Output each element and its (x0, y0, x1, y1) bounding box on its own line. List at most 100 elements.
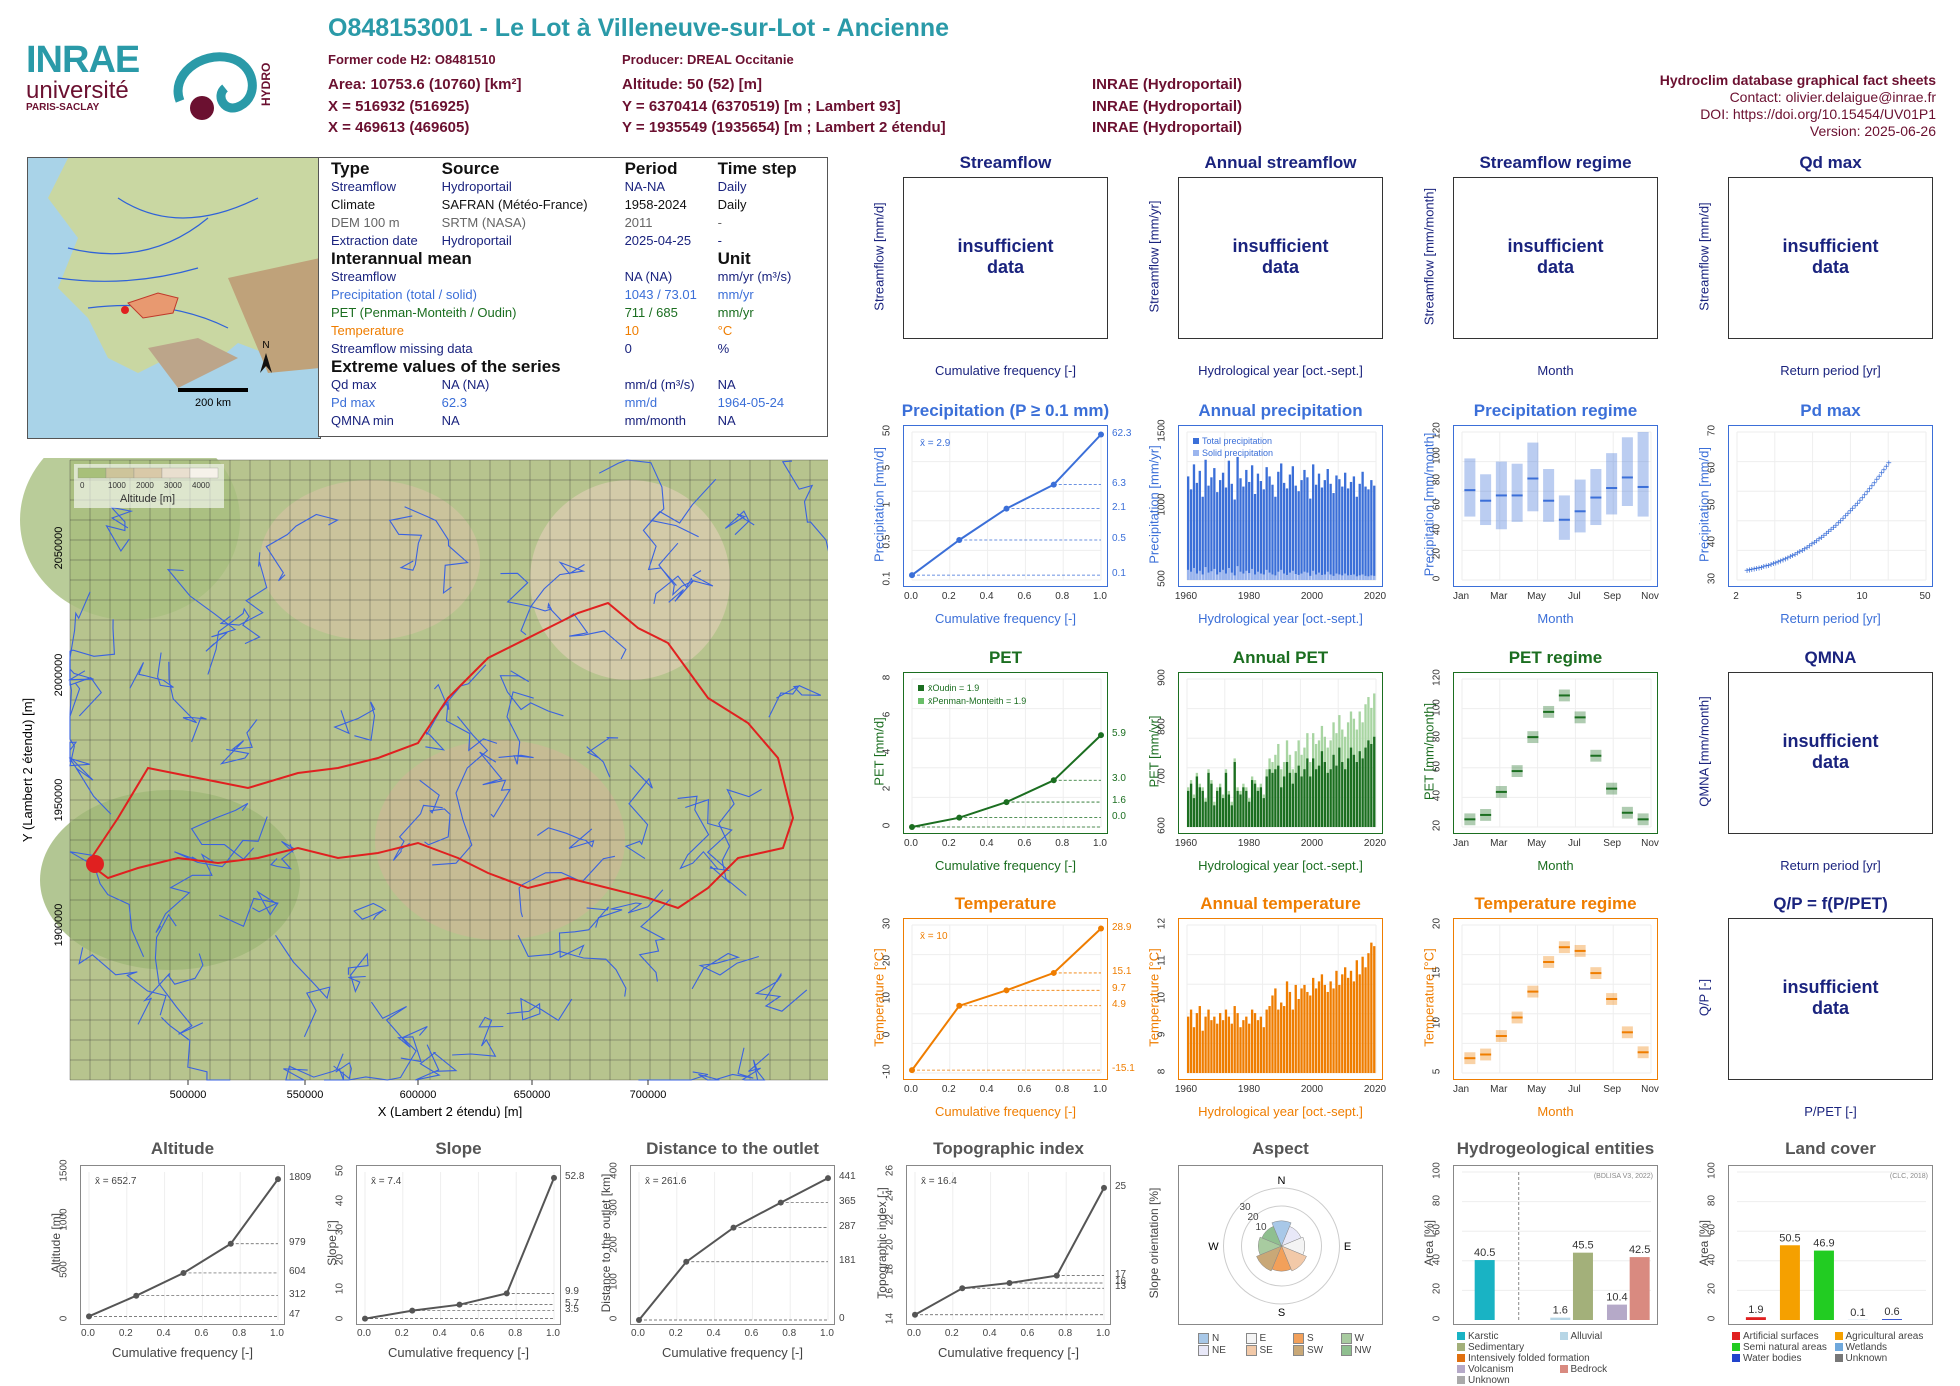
chart-plot-annual_temperature (1178, 918, 1383, 1080)
info-cell-type: Extraction date (331, 233, 418, 248)
bar (1306, 991, 1309, 1073)
basin-y-tick-label: 2000000 (53, 654, 65, 697)
bar (1309, 776, 1312, 827)
bar (1361, 471, 1364, 580)
bar (1242, 1020, 1245, 1073)
info-h-type: Type (331, 159, 370, 178)
x-tick-label: 0.0 (357, 1328, 371, 1339)
x-tick-label: 0.4 (156, 1328, 171, 1339)
y-tick-label: 0.5 (881, 534, 893, 549)
info-table-box: Type Source Period Time step Streamflow H… (318, 157, 828, 437)
legend-swatch (1834, 1332, 1843, 1341)
bar (1332, 988, 1335, 1073)
chart-plot-temperature: x̄ = 10 (903, 918, 1108, 1080)
bar (1195, 1013, 1199, 1073)
river (479, 751, 512, 818)
chart-plot-precip: x̄ = 2.9 (903, 425, 1108, 587)
chart-ylabel-q_over_p: Q/P [-] (1696, 978, 1712, 1017)
bar-solid (1271, 574, 1274, 580)
regime-box (1606, 453, 1618, 515)
y-tick-label: 70 (1706, 424, 1718, 437)
bar (1370, 743, 1373, 827)
x-tick-label: 0.0 (904, 591, 918, 602)
chart-title-temperature: Temperature (954, 894, 1057, 913)
bar (1314, 484, 1318, 580)
bar (1303, 769, 1306, 827)
bar (1306, 758, 1309, 827)
y-tick-label: 80 (1431, 1194, 1443, 1206)
insufficient-data-line: insufficient (1782, 236, 1879, 256)
bar-solid (1213, 568, 1216, 580)
chart-xlabel-slope: Cumulative frequency [-] (388, 1345, 529, 1360)
bar (1210, 477, 1213, 580)
basin-y-tick-label: 2050000 (53, 527, 65, 570)
info-h-step: Time step (717, 159, 797, 178)
bar (1224, 772, 1228, 827)
x-tick-label: May (1527, 1084, 1547, 1095)
right-tick-label: 181 (839, 1254, 856, 1266)
chart-title-precip_regime: Precipitation regime (1473, 401, 1638, 420)
chart-title-distance: Distance to the outlet (646, 1139, 819, 1158)
legend-swatch (918, 685, 924, 691)
legend-swatch (1732, 1354, 1740, 1363)
bar-value-label: 0.6 (1884, 1306, 1899, 1318)
bar-solid (1288, 572, 1292, 580)
legend-swatch (1198, 1345, 1209, 1357)
insufficient-data-line: insufficient (1507, 236, 1604, 256)
y-lambert93: Y = 6370414 (6370519) [m ; Lambert 93] (622, 98, 901, 115)
bar (1300, 776, 1303, 827)
data-point: + (1850, 504, 1856, 515)
chart-svg-temperature: x̄ = 10 (909, 924, 1104, 1074)
chart-plot-annual_streamflow (1178, 177, 1383, 339)
bar (1312, 464, 1315, 580)
data-point: + (1864, 487, 1870, 498)
bar (1320, 487, 1324, 580)
series-line (911, 927, 1102, 1071)
info-cell-source: SAFRAN (Météo-France) (441, 197, 588, 212)
aspect-legend-item: SW (1293, 1345, 1341, 1356)
right-tick-label: 3.5 (565, 1303, 579, 1315)
bar (1250, 465, 1254, 580)
altitude-legend-swatch (105, 467, 135, 479)
bar (1349, 481, 1353, 580)
river (638, 898, 671, 982)
x-tick-label: 0.0 (631, 1328, 645, 1339)
basin-x-tick-label: 650000 (514, 1089, 551, 1101)
right-tick-label: 1.6 (1112, 795, 1126, 807)
bar-solid (1317, 572, 1321, 580)
ring-tick: 20 (1248, 1212, 1260, 1223)
river (638, 1071, 709, 1081)
bar-value-label: 40.5 (1474, 1247, 1495, 1259)
bar (1355, 960, 1358, 1073)
bar-value-label: 1.6 (1553, 1305, 1568, 1317)
legend-label: Agricultural areas (1845, 1331, 1924, 1342)
bar (1221, 798, 1225, 827)
bar (1262, 489, 1265, 580)
extreme-label: Qd max (331, 377, 377, 392)
extreme-row: QMNA min NA mm/month NA (329, 412, 817, 430)
mean-label: Temperature (331, 323, 404, 338)
mean-value: 711 / 685 (624, 305, 678, 320)
info-cell-period: NA-NA (624, 179, 666, 194)
bar (1210, 783, 1213, 827)
bar (1233, 499, 1236, 580)
legend-swatch (1559, 1365, 1568, 1374)
y-tick-label: 200 (608, 1236, 620, 1253)
bar (1265, 1009, 1268, 1073)
bar-solid (1256, 571, 1260, 580)
x-tick-label: 0.2 (118, 1328, 133, 1339)
y-tick-label: 40 (1706, 535, 1718, 548)
bar (1282, 776, 1286, 827)
bar (1317, 765, 1321, 827)
legend-item: Semi natural areas (1732, 1342, 1835, 1353)
river (207, 607, 261, 675)
series-line (364, 1177, 555, 1320)
legend-item: Intensively folded formation (1457, 1353, 1662, 1364)
chart-title-q_over_p: Q/P = f(P/PET) (1773, 894, 1888, 913)
bar-solid (1329, 574, 1332, 580)
bar (1207, 772, 1210, 827)
data-point: + (1879, 469, 1885, 480)
insufficient-data-annual_streamflow: insufficient data (1178, 236, 1383, 278)
x-tick-label: 1.0 (1093, 1084, 1107, 1095)
bar-solid (1265, 569, 1268, 580)
